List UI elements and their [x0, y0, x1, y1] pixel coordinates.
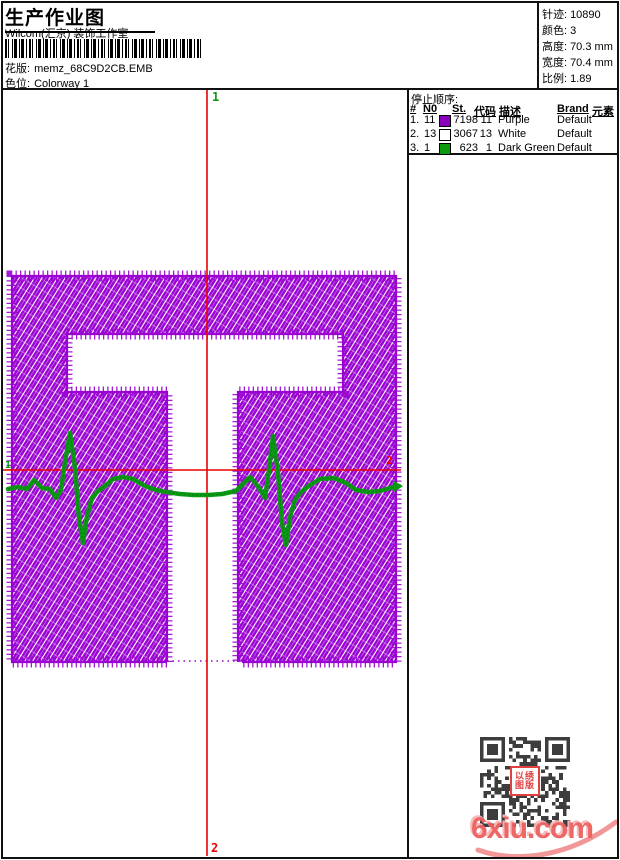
seq-description: Dark Green — [498, 142, 555, 154]
hline-end-marker: 2 — [386, 454, 393, 467]
panel-divider — [407, 88, 409, 858]
table-bottom-rule — [408, 153, 618, 155]
table-row: 2. 13 3067 13 White Default — [0, 128, 620, 141]
fringe-outer — [6, 270, 402, 668]
stat-stitches: 针迹: 10890 — [542, 6, 601, 22]
seq-description: White — [498, 128, 527, 140]
col-code: 代码 — [474, 106, 496, 118]
barcode — [5, 39, 203, 58]
seq-needle: 11 — [424, 114, 436, 126]
stats-box-divider — [537, 2, 539, 88]
design-fill-t-logo — [6, 270, 402, 668]
color-swatch — [439, 143, 451, 155]
stat-label: 比例: — [542, 73, 568, 85]
design-file-value: memz_68C9D2CB.EMB — [34, 63, 153, 75]
stat-value: 3 — [570, 25, 577, 37]
header-divider — [2, 88, 618, 90]
col-element: 元素 — [592, 106, 614, 118]
seq-stitches: 623 — [459, 142, 478, 154]
seq-idx: 3. — [410, 142, 420, 154]
seq-needle: 13 — [424, 128, 437, 140]
color-swatch — [439, 129, 451, 141]
color-swatch — [439, 115, 451, 127]
stamp-text-top: 以绣 — [514, 770, 535, 781]
col-hash: # — [410, 103, 417, 115]
hline-start-marker: 1 — [5, 460, 11, 471]
seq-stitches: 3067 — [453, 128, 478, 140]
stat-colors: 颜色: 3 — [542, 22, 576, 38]
colorway-value: Colorway 1 — [34, 78, 90, 90]
stat-value: 1.89 — [570, 73, 592, 85]
col-description: 描述 — [499, 106, 521, 118]
seq-code: 11 — [480, 114, 492, 126]
design-file-row: 花版: memz_68C9D2CB.EMB — [5, 60, 153, 76]
stat-width: 宽度: 70.4 mm — [542, 54, 613, 70]
stat-label: 宽度: — [542, 57, 568, 69]
ecg-end-arrow-icon — [394, 481, 403, 492]
ecg-stitch-line — [5, 430, 403, 548]
stat-value: 10890 — [570, 9, 601, 21]
col-needle: N0 — [423, 103, 438, 115]
seq-needle: 1 — [424, 142, 431, 154]
col-stitches: St. — [452, 103, 467, 115]
stat-label: 颜色: — [542, 25, 568, 37]
vline-start-marker: 1 — [212, 90, 219, 104]
seq-brand: Default — [557, 114, 592, 126]
stat-height: 高度: 70.3 mm — [542, 38, 613, 54]
qr-center-stamp: 以绣 图版 — [510, 766, 540, 796]
stat-label: 高度: — [542, 41, 568, 53]
seq-brand: Default — [557, 128, 592, 140]
seq-brand: Default — [557, 142, 592, 154]
seq-code: 1 — [485, 142, 492, 154]
page-title: 生产作业图 — [5, 3, 155, 33]
colorway-row: 色位: Colorway 1 — [5, 75, 89, 91]
seq-description: Purple — [498, 114, 530, 126]
stamp-text-bottom: 图版 — [514, 780, 535, 790]
colorway-label: 色位: — [5, 78, 31, 90]
stat-label: 针迹: — [542, 9, 568, 21]
seq-stitches: 7198 — [453, 114, 478, 126]
stat-value: 70.4 mm — [570, 57, 613, 69]
company-name: Wilcom(汇京) 装饰工作室 — [5, 28, 129, 40]
seq-code: 13 — [479, 128, 492, 140]
stat-value: 70.3 mm — [570, 41, 613, 53]
col-brand: Brand — [557, 103, 589, 115]
seq-idx: 2. — [410, 128, 420, 140]
design-file-label: 花版: — [5, 63, 31, 75]
stop-sequence-title: 停止顺序: — [411, 94, 459, 106]
stat-scale: 比例: 1.89 — [542, 70, 591, 86]
table-row: 1. 11 7198 11 Purple Default — [0, 114, 620, 127]
seq-idx: 1. — [410, 114, 420, 126]
watermark-site: 6xiu.com — [471, 812, 594, 845]
fringe-inner — [61, 328, 349, 662]
vline-end-marker: 2 — [211, 841, 218, 855]
table-row: 3. 1 623 1 Dark Green Default — [0, 142, 620, 155]
